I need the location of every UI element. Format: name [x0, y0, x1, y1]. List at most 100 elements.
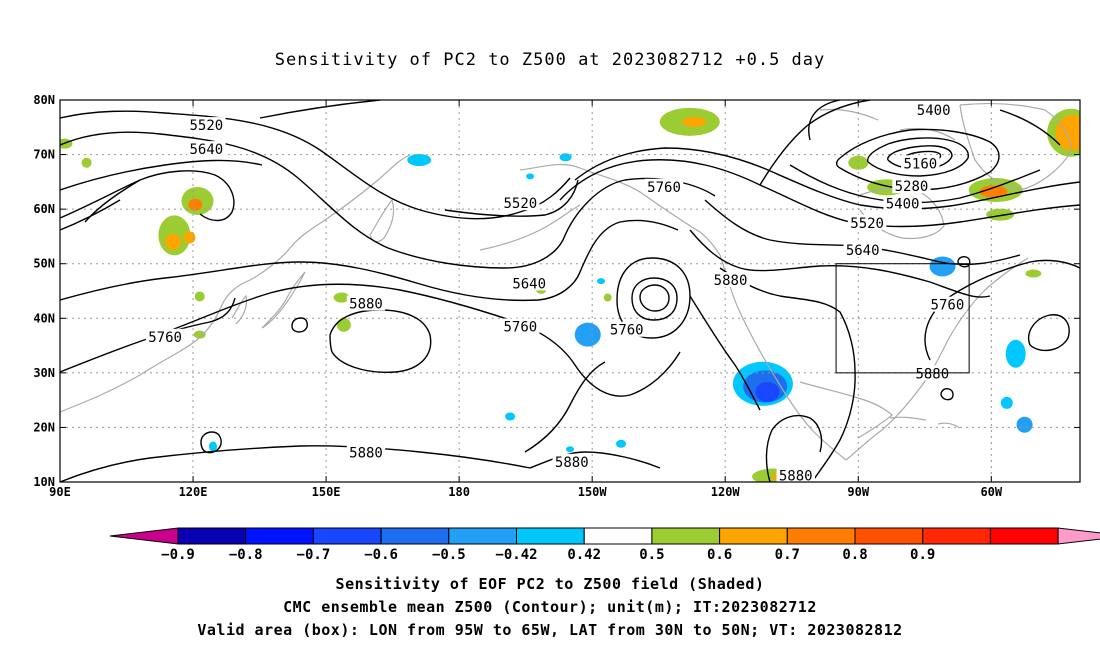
colorbar-segment — [312, 527, 382, 545]
contour-label-bg — [187, 117, 226, 133]
contour-label: 5160 — [903, 156, 937, 172]
contour-small-ring-4 — [957, 256, 971, 268]
sensitivity-patch — [333, 292, 350, 303]
colorbar-segment — [177, 527, 247, 545]
contour-label-bg — [901, 155, 940, 171]
contour-label: 5760 — [610, 323, 644, 339]
contour-label: 5760 — [931, 298, 965, 314]
contour-label: 5880 — [349, 446, 383, 462]
lat-tick-label: 60N — [33, 202, 55, 216]
contour-west-edge — [60, 199, 121, 231]
colorbar-segment — [516, 527, 585, 545]
contour-5520-na — [574, 147, 1080, 210]
contour-label: 5520 — [850, 216, 884, 232]
contour-5520-west — [60, 110, 571, 220]
colorbar-segment — [245, 527, 314, 545]
lat-tick-label: 40N — [33, 311, 55, 325]
sensitivity-patch — [848, 155, 869, 170]
sensitivity-patch — [986, 208, 1015, 221]
contour-label-bg — [914, 101, 953, 117]
sensitivity-patch — [597, 278, 606, 285]
sensitivity-patch — [566, 446, 574, 453]
contour-5880-south-pacific — [524, 361, 606, 453]
colorbar-label: 0.6 — [707, 547, 732, 563]
contour-label-bg — [552, 453, 591, 469]
contour-label-bg — [187, 141, 226, 157]
contour-label-bg — [883, 195, 922, 211]
colorbar-segment — [448, 527, 517, 545]
colorbar-label: 0.42 — [567, 547, 601, 563]
colorbar-label: −0.9 — [161, 547, 195, 563]
contour-label-bg — [145, 328, 185, 344]
contour-label-bg — [346, 295, 386, 311]
coastline-greenland — [959, 103, 1073, 191]
contour-label-bg — [892, 178, 931, 194]
sensitivity-patch — [979, 185, 1008, 198]
sensitivity-patch — [603, 293, 612, 302]
contour-small-ring-1 — [291, 317, 308, 333]
colorbar-segment — [989, 527, 1059, 545]
contour-label: 5640 — [846, 243, 880, 259]
contour-atl-low — [1028, 314, 1070, 352]
sensitivity-patch — [682, 116, 707, 127]
map-title: Sensitivity of PC2 to Z500 at 2023082712… — [274, 50, 826, 70]
contour-5640-arctic-east — [759, 100, 871, 186]
sensitivity-patch — [194, 291, 205, 302]
axis-ticks — [59, 99, 1080, 483]
colorbar: −0.9 −0.8 −0.7 −0.6 −0.5 −0.42 0.42 0.5 0.6 0.7 0.… — [109, 527, 1100, 563]
contour-5400-arctic — [808, 100, 1061, 146]
sensitivity-patch — [188, 198, 203, 211]
lon-tick-label: 150E — [312, 485, 341, 499]
coastline-gulf — [799, 381, 893, 439]
contour-5160-na — [867, 137, 969, 177]
colorbar-label: 0.7 — [775, 547, 800, 563]
contour-5880-aleutian — [529, 451, 661, 469]
colorbar-segment — [719, 527, 788, 545]
colorbar-label: −0.7 — [297, 547, 331, 563]
lat-tick-label: 10N — [33, 475, 55, 489]
colorbar-min-arrow — [109, 527, 179, 545]
contour-label-bg — [928, 296, 967, 312]
contour-5640-arctic — [259, 100, 381, 119]
contour-5640-eu — [60, 159, 263, 191]
contour-5880-atlantic — [924, 259, 1080, 361]
lat-tick-label: 70N — [33, 148, 55, 162]
contour-label-bg — [607, 321, 646, 337]
coastline-caribbean — [889, 416, 961, 429]
sensitivity-patch — [193, 330, 206, 339]
contour-labels: 5520 5640 5520 5760 5640 5880 5760 5760 5880 5760… — [145, 101, 967, 484]
sensitivity-patch — [209, 441, 217, 452]
lat-tick-label: 50N — [33, 257, 55, 271]
valid-area-box — [835, 263, 970, 374]
contour-label: 5880 — [555, 455, 589, 471]
footer-line-2: CMC ensemble mean Z500 (Contour); unit(m… — [283, 598, 817, 616]
colorbar-label: 0.5 — [639, 547, 664, 563]
contour-low-inner — [631, 277, 678, 321]
contour-label: 5760 — [647, 180, 681, 196]
contour-label: 5640 — [512, 276, 546, 292]
colorbar-label: 0.8 — [842, 547, 867, 563]
colorbar-label: −0.6 — [364, 547, 398, 563]
contour-5760-pacific — [60, 219, 679, 302]
axis-labels: 90E 120E 150E 180 150W 120W 90W 60W 10N 20N 30N 40N… — [33, 93, 1003, 499]
contour-label: 5760 — [148, 330, 182, 346]
coastline-kamchatka — [369, 198, 395, 243]
sensitivity-patch — [929, 256, 956, 277]
contour-label: 5640 — [189, 142, 223, 158]
contour-label-bg — [346, 444, 386, 460]
lon-tick-label: 120W — [711, 485, 741, 499]
coastline-alaska — [519, 163, 721, 256]
contour-5880-subtropics — [60, 445, 531, 482]
contour-label-bg — [711, 272, 750, 288]
coastline-na-east — [845, 257, 1029, 461]
lon-tick-label: 60W — [980, 485, 1002, 499]
contour-label-bg — [644, 178, 684, 194]
plot-frame — [59, 99, 1081, 483]
contour-east-pacific — [689, 295, 761, 411]
lat-tick-label: 20N — [33, 420, 55, 434]
sensitivity-patch — [183, 231, 196, 244]
contour-5880-na-south — [719, 267, 856, 482]
lon-tick-label: 120E — [179, 485, 208, 499]
colorbar-label: −0.42 — [495, 547, 537, 563]
footer-line-1: Sensitivity of EOF PC2 to Z500 field (Sh… — [335, 575, 765, 593]
